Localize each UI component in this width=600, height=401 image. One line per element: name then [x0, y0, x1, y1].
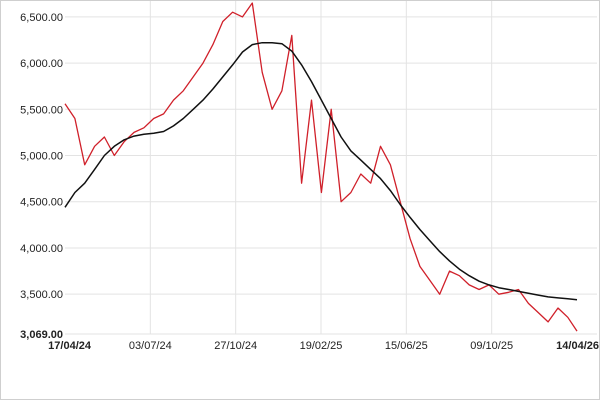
y-tick-label: 3,069.00: [20, 329, 63, 341]
moving-average-line: [64, 41, 578, 301]
y-tick-label: 3,500.00: [20, 289, 63, 301]
y-tick-label: 6,500.00: [20, 12, 63, 24]
y-tick-label: 5,000.00: [20, 151, 63, 163]
x-tick-label: 19/02/25: [300, 340, 343, 352]
axis-labels: 6,500.00 6,000.00 5,500.00 5,000.00 4,500.00…: [20, 12, 599, 352]
gridlines: [65, 1, 597, 335]
y-tick-label: 4,500.00: [20, 197, 63, 209]
y-tick-label: 5,500.00: [20, 104, 63, 116]
x-tick-label: 15/06/25: [385, 340, 428, 352]
y-tick-label: 6,000.00: [20, 58, 63, 70]
x-tick-label: 09/10/25: [470, 340, 513, 352]
x-tick-label: 17/04/24: [48, 340, 92, 352]
series-layer: [64, 2, 578, 332]
x-tick-label: 14/04/26: [556, 340, 599, 352]
y-tick-label: 4,000.00: [20, 243, 63, 255]
x-tick-label: 03/07/24: [129, 340, 172, 352]
price-series-line: [64, 2, 578, 332]
x-tick-label: 27/10/24: [214, 340, 257, 352]
